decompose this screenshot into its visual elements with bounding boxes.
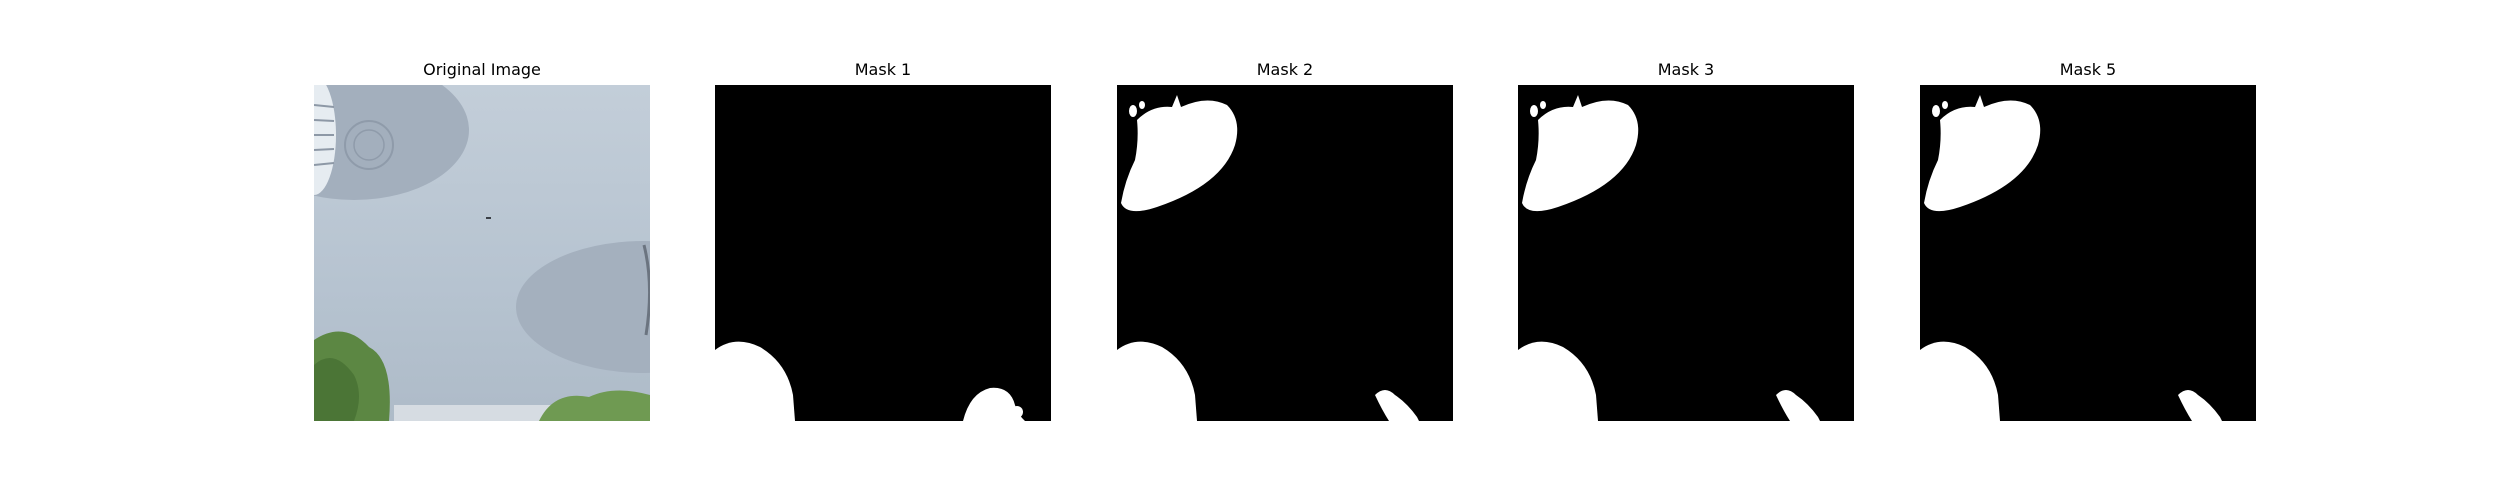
panel-title: Mask 2 <box>1256 60 1314 79</box>
mask-region <box>1121 95 1238 212</box>
panel-original-image: Original Image <box>314 0 650 500</box>
mask-3-image <box>1518 85 1854 421</box>
panel-mask-1: Mask 1 <box>715 0 1051 500</box>
panel-title: Original Image <box>423 60 541 79</box>
mask-region <box>1518 341 1598 421</box>
mask-region <box>1117 341 1197 421</box>
panel-mask-5: Mask 5 <box>1920 0 2256 500</box>
mask-region <box>715 341 795 421</box>
original-image <box>314 85 650 421</box>
mask-region <box>963 387 1025 421</box>
engine-nacelle-upper <box>314 85 469 200</box>
panel-title: Mask 1 <box>854 60 912 79</box>
mask-region <box>2178 390 2222 421</box>
mask-region <box>1522 95 1639 212</box>
foliage-right <box>539 390 650 421</box>
emblem-icon <box>344 120 394 170</box>
mask-region <box>1920 341 2000 421</box>
engine-intake <box>314 85 336 195</box>
mask-1-image <box>715 85 1051 421</box>
mask-region <box>1375 390 1419 421</box>
engine-nacelle-right <box>516 241 650 373</box>
mask-region <box>1776 390 1820 421</box>
panel-mask-3: Mask 3 <box>1518 0 1854 500</box>
panel-title: Mask 3 <box>1657 60 1715 79</box>
panel-title: Mask 5 <box>2059 60 2117 79</box>
mask-5-image <box>1920 85 2256 421</box>
mask-2-image <box>1117 85 1453 421</box>
mask-region <box>1924 95 2041 212</box>
panel-mask-2: Mask 2 <box>1117 0 1453 500</box>
